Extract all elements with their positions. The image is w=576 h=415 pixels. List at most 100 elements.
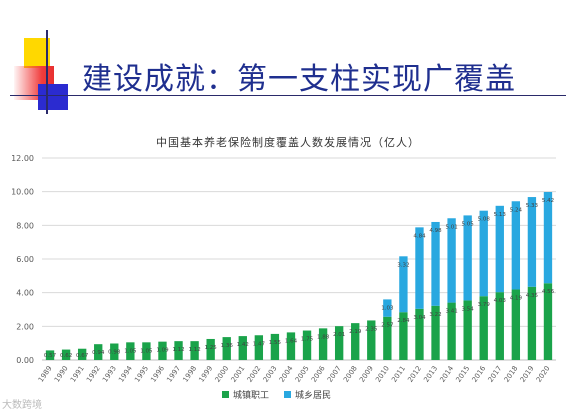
- data-label-urban-employees: 2.19: [349, 329, 362, 335]
- y-tick-label: 10.00: [11, 188, 34, 197]
- x-tick-label: 2005: [294, 365, 311, 384]
- data-label-urban-employees: 1.36: [221, 343, 234, 349]
- bar-urban-employees: [318, 328, 328, 360]
- data-label-urban-employees: 4.03: [494, 298, 507, 304]
- x-tick-label: 1997: [165, 365, 182, 384]
- decor-horizontal-line: [10, 95, 566, 96]
- x-tick-label: 2004: [278, 364, 295, 384]
- data-label-urban-employees: 2.84: [397, 318, 410, 324]
- data-label-urban-employees: 1.12: [188, 347, 200, 353]
- bar-urban-employees: [238, 336, 247, 360]
- x-tick-label: 2008: [342, 365, 359, 384]
- bar-urban-employees: [206, 338, 215, 360]
- bar-urban-rural-residents: [415, 227, 424, 309]
- data-label-urban-employees: 1.09: [156, 348, 169, 354]
- bar-urban-rural-residents: [463, 215, 472, 301]
- data-label-urban-employees: 1.88: [317, 334, 330, 340]
- data-label-urban-employees: 1.25: [205, 345, 218, 351]
- x-tick-label: 1998: [181, 365, 198, 384]
- x-tick-label: 2011: [390, 365, 407, 384]
- bar-urban-employees: [334, 326, 344, 360]
- data-label-urban-rural-residents: 1.03: [381, 305, 394, 311]
- bar-urban-rural-residents: [383, 299, 392, 317]
- bar-urban-employees: [527, 286, 537, 360]
- bar-urban-employees: [126, 342, 135, 360]
- x-tick-label: 2002: [246, 365, 263, 384]
- bar-urban-employees: [511, 289, 521, 360]
- x-tick-label: 1990: [53, 365, 70, 384]
- data-label-urban-rural-residents: 5.08: [478, 217, 491, 223]
- data-label-urban-rural-residents: 5.05: [462, 221, 475, 227]
- x-tick-label: 2015: [455, 365, 472, 384]
- x-tick-label: 2012: [406, 365, 423, 384]
- bar-urban-employees: [254, 335, 264, 360]
- bar-urban-rural-residents: [431, 221, 440, 306]
- bar-urban-employees: [383, 316, 392, 360]
- data-label-urban-employees: 2.35: [365, 326, 378, 332]
- bar-urban-employees: [415, 308, 424, 360]
- x-tick-label: 2018: [503, 365, 520, 384]
- data-label-urban-rural-residents: 4.98: [429, 228, 442, 234]
- data-label-urban-employees: 3.54: [462, 306, 475, 312]
- data-label-urban-employees: 3.79: [478, 302, 491, 308]
- x-tick-label: 2020: [535, 365, 552, 384]
- x-tick-label: 1993: [101, 365, 118, 384]
- x-tick-label: 2019: [519, 365, 536, 384]
- data-label-urban-employees: 1.47: [253, 341, 266, 347]
- bar-urban-rural-residents: [527, 197, 537, 287]
- y-tick-label: 0.00: [16, 356, 34, 365]
- data-label-urban-rural-residents: 5.24: [510, 207, 523, 213]
- data-label-urban-employees: 4.56: [542, 289, 555, 295]
- legend-swatch-urban-rural-residents: [284, 391, 291, 398]
- x-tick-label: 1995: [133, 365, 150, 384]
- bar-urban-employees: [61, 349, 71, 360]
- x-tick-label: 2009: [358, 365, 375, 384]
- data-label-urban-employees: 1.55: [269, 340, 282, 346]
- y-tick-label: 4.00: [16, 289, 34, 298]
- chart-title: 中国基本养老保险制度覆盖人数发展情况（亿人）: [156, 136, 420, 149]
- bar-urban-employees: [110, 343, 119, 360]
- bar-urban-rural-residents: [511, 201, 521, 290]
- data-label-urban-employees: 1.75: [301, 337, 314, 343]
- watermark: 大数跨境: [2, 400, 42, 411]
- legend-label-urban-rural-residents: 城乡居民: [295, 390, 331, 401]
- x-tick-label: 2000: [214, 365, 231, 384]
- data-label-urban-employees: 4.35: [526, 293, 539, 299]
- data-label-urban-employees: 0.67: [76, 353, 89, 359]
- bar-urban-employees: [367, 320, 376, 360]
- x-tick-label: 1994: [117, 364, 134, 384]
- x-tick-label: 2003: [262, 365, 279, 384]
- bar-urban-employees: [495, 292, 504, 360]
- x-tick-label: 2016: [471, 364, 488, 384]
- legend-label-urban-employees: 城镇职工: [233, 389, 269, 401]
- bar-urban-employees: [351, 323, 360, 360]
- y-tick-label: 6.00: [16, 255, 34, 264]
- data-label-urban-employees: 0.57: [44, 353, 57, 359]
- data-label-urban-employees: 1.12: [172, 347, 184, 353]
- y-tick-label: 2.00: [16, 322, 34, 331]
- x-tick-label: 2017: [487, 365, 504, 384]
- data-label-urban-employees: 2.57: [381, 323, 394, 329]
- bar-urban-employees: [286, 332, 296, 360]
- decor-blue-square: [38, 84, 68, 110]
- x-tick-label: 2010: [374, 365, 391, 384]
- data-label-urban-rural-residents: 5.42: [542, 198, 554, 204]
- x-tick-label: 2006: [310, 364, 327, 384]
- data-label-urban-employees: 1.05: [124, 348, 137, 354]
- bar-urban-employees: [270, 333, 280, 360]
- data-label-urban-employees: 0.62: [60, 353, 72, 359]
- bar-urban-rural-residents: [447, 218, 456, 303]
- bar-urban-rural-residents: [399, 256, 408, 313]
- x-tick-label: 1989: [37, 365, 54, 384]
- bar-urban-rural-residents: [543, 192, 553, 284]
- data-label-urban-employees: 1.42: [237, 342, 249, 348]
- bar-urban-employees: [45, 350, 55, 360]
- bar-urban-employees: [479, 296, 488, 360]
- x-tick-label: 1991: [69, 365, 86, 384]
- x-tick-label: 2013: [422, 365, 439, 384]
- data-label-urban-employees: 0.94: [92, 350, 105, 356]
- bar-urban-rural-residents: [479, 210, 488, 297]
- x-tick-label: 1992: [85, 365, 102, 384]
- y-tick-label: 8.00: [16, 221, 34, 230]
